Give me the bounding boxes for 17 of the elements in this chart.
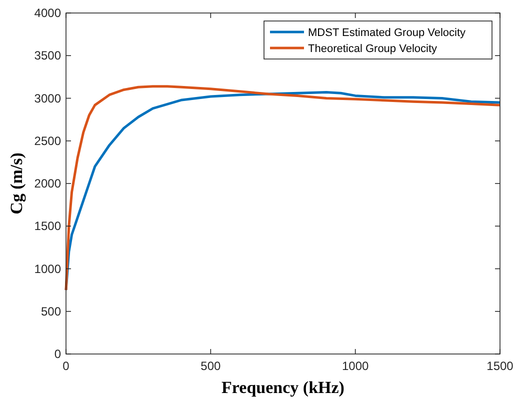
x-axis-title: Frequency (kHz) bbox=[222, 378, 344, 397]
y-axis-title: Cg (m/s) bbox=[7, 152, 26, 214]
y-tick-label: 2500 bbox=[34, 134, 62, 148]
y-tick-label: 1000 bbox=[34, 262, 62, 276]
y-tick-label: 4000 bbox=[34, 6, 62, 20]
y-tick-label: 3500 bbox=[34, 48, 62, 63]
x-tick-label: 0 bbox=[62, 359, 70, 373]
y-tick-label: 1500 bbox=[34, 219, 62, 234]
y-tick-label: 500 bbox=[40, 304, 62, 318]
y-tick-label: 0 bbox=[54, 347, 62, 361]
legend-label: Theoretical Group Velocity bbox=[308, 43, 438, 55]
x-tick-label: 1000 bbox=[342, 359, 370, 373]
y-tick-label: 2000 bbox=[34, 176, 62, 190]
legend-label: MDST Estimated Group Velocity bbox=[308, 27, 466, 39]
x-tick-label: 500 bbox=[200, 359, 221, 373]
x-tick-label: 1500 bbox=[486, 359, 514, 373]
y-tick-label: 3000 bbox=[34, 91, 62, 106]
